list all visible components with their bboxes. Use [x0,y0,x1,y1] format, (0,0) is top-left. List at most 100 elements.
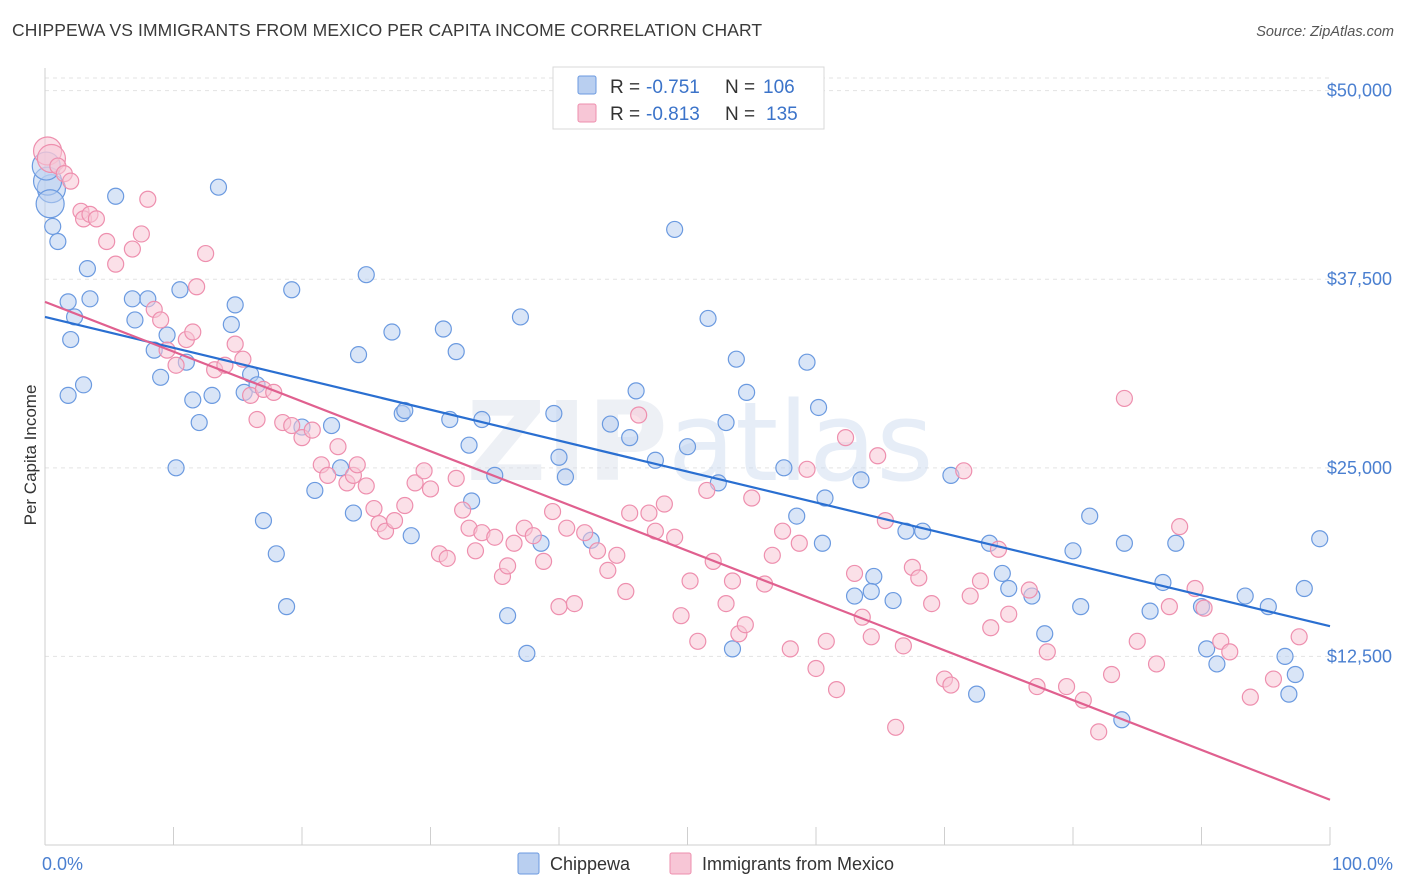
point-mexico [385,512,404,530]
point-chippewa [627,382,645,400]
point-chippewa [678,438,697,456]
point-mexico [621,504,639,522]
point-mexico [466,542,485,560]
point-mexico [348,456,366,474]
point-mexico [1290,628,1308,646]
point-mexico [1057,677,1076,696]
point-chippewa [49,232,67,251]
point-chippewa [1311,530,1329,548]
y-tick-label: $12,500 [1327,646,1392,666]
point-chippewa [78,260,97,278]
point-mexico [781,640,799,658]
point-chippewa [152,368,170,386]
point-chippewa [283,281,301,299]
point-chippewa [1295,579,1313,598]
point-mexico [406,474,424,492]
point-mexico [989,540,1008,558]
point-mexico [1020,581,1038,599]
point-mexico [1102,665,1121,684]
point-chippewa [518,644,536,662]
point-chippewa [798,353,816,371]
point-mexico [188,278,206,296]
trend-lines [44,300,1331,801]
point-chippewa [473,410,491,429]
legend-r-value: -0.813 [646,104,700,125]
point-mexico [152,311,170,329]
point-mexico [689,632,707,650]
point-chippewa [383,323,401,341]
point-mexico [197,244,215,263]
y-axis-title: Per Capita Income [21,385,40,526]
point-mexico [534,552,553,570]
point-chippewa [460,436,478,454]
point-chippewa [666,220,684,239]
point-chippewa [171,281,189,299]
point-mexico [736,616,754,634]
point-chippewa [1064,542,1082,560]
point-chippewa [1081,507,1099,525]
point-mexico [438,549,456,567]
point-mexico [486,528,504,546]
point-chippewa [81,290,99,308]
point-mexico [1038,643,1056,661]
point-mexico [421,480,440,498]
chart-source: Source: ZipAtlas.com [1256,24,1394,40]
point-chippewa [738,383,756,401]
point-mexico [617,582,635,601]
point-chippewa [1072,598,1090,616]
tick-labels: $12,500 $25,000 $37,500 $50,000 0.0% 100.0% [42,81,1393,874]
point-mexico [1147,655,1166,673]
point-mexico [499,557,517,575]
legend-r-value: -0.751 [646,77,700,98]
legend-n-value: 106 [763,77,795,98]
point-mexico [887,718,905,736]
point-mexico [1221,643,1239,661]
point-chippewa [993,564,1011,583]
point-mexico [226,335,244,353]
point-mexico [630,406,648,424]
point-mexico [698,481,716,500]
point-chippewa [44,217,62,236]
point-mexico [550,598,568,616]
point-chippewa [499,607,517,625]
trend-line-mexico [44,300,1331,801]
point-mexico [87,210,106,228]
point-mexico [396,496,414,515]
point-chippewa [1115,534,1134,552]
x-tick-label: 0.0% [42,854,83,874]
legend-n-label: N = [725,104,755,125]
point-mexico [723,572,742,590]
gridlines [45,77,1330,657]
point-chippewa [884,591,902,610]
point-chippewa [727,350,745,368]
point-mexico [827,680,846,699]
point-mexico [807,659,825,678]
point-mexico [543,502,562,521]
point-chippewa [123,290,141,308]
point-chippewa [809,398,828,417]
series-legend: Chippewa Immigrants from Mexico [517,852,894,875]
point-mexico [123,240,141,258]
point-mexico [357,477,375,495]
point-chippewa [209,178,228,196]
point-chippewa [1198,640,1216,658]
point-chippewa [306,481,324,500]
legend-r-label: R = [610,77,640,98]
point-chippewa [344,504,362,522]
point-chippewa [556,468,575,486]
point-mexico [862,628,880,646]
point-mexico [1264,670,1283,688]
point-mexico [1090,723,1108,741]
point-chippewa [1141,602,1159,620]
point-mexico [1000,605,1018,623]
point-chippewa [852,471,870,489]
point-chippewa [331,459,350,477]
point-mexico [743,489,761,507]
point-chippewa [158,326,176,344]
point-chippewa [277,598,296,616]
point-mexico [576,524,594,542]
bottom-legend-swatch-chippewa [517,852,540,875]
point-mexico [329,438,347,456]
point-mexico [894,637,912,655]
